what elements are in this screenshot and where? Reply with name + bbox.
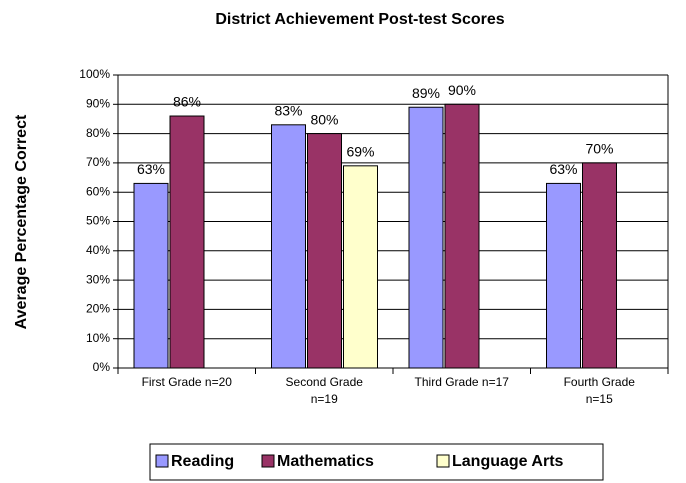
data-label: 83% — [274, 103, 302, 119]
y-tick-label: 20% — [86, 302, 110, 316]
data-label: 86% — [173, 94, 201, 110]
y-tick-label: 0% — [93, 360, 111, 374]
bar — [133, 182, 169, 369]
legend-label: Reading — [171, 453, 234, 470]
y-tick-label: 90% — [86, 96, 110, 110]
bar — [271, 124, 306, 369]
y-tick-label: 80% — [86, 126, 110, 140]
legend-label: Mathematics — [277, 453, 374, 470]
x-tick-label: Fourth Grade n=15 — [563, 375, 635, 406]
bar — [307, 133, 342, 369]
data-label: 80% — [310, 111, 338, 127]
data-label: 69% — [346, 144, 374, 160]
bar — [408, 106, 444, 369]
bar — [444, 103, 480, 369]
bar — [582, 162, 617, 369]
x-tick-label: First Grade n=20 — [141, 375, 232, 389]
y-tick-label: 40% — [86, 243, 110, 257]
x-tick-label: Second Grade n=19 — [285, 375, 363, 406]
y-tick-label: 30% — [86, 272, 110, 286]
y-tick-label: 50% — [86, 214, 110, 228]
y-tick-label: 60% — [86, 184, 110, 198]
x-tick-label: Third Grade n=17 — [414, 375, 509, 389]
chart-title: District Achievement Post-test Scores — [215, 11, 504, 28]
bar — [546, 182, 581, 369]
y-tick-label: 100% — [79, 67, 110, 81]
data-label: 89% — [412, 85, 440, 101]
legend-label: Language Arts — [452, 453, 564, 470]
data-label: 63% — [137, 161, 165, 177]
y-axis-label: Average Percentage Correct — [13, 114, 30, 329]
legend-swatch — [155, 454, 169, 468]
data-label: 90% — [448, 82, 476, 98]
legend-box — [149, 443, 604, 481]
y-tick-label: 10% — [86, 331, 110, 345]
bar — [169, 115, 205, 369]
legend-swatch — [436, 454, 450, 468]
bar — [343, 165, 378, 369]
legend-swatch — [261, 454, 275, 468]
data-label: 70% — [585, 141, 613, 157]
y-tick-label: 70% — [86, 155, 110, 169]
data-label: 63% — [549, 161, 577, 177]
